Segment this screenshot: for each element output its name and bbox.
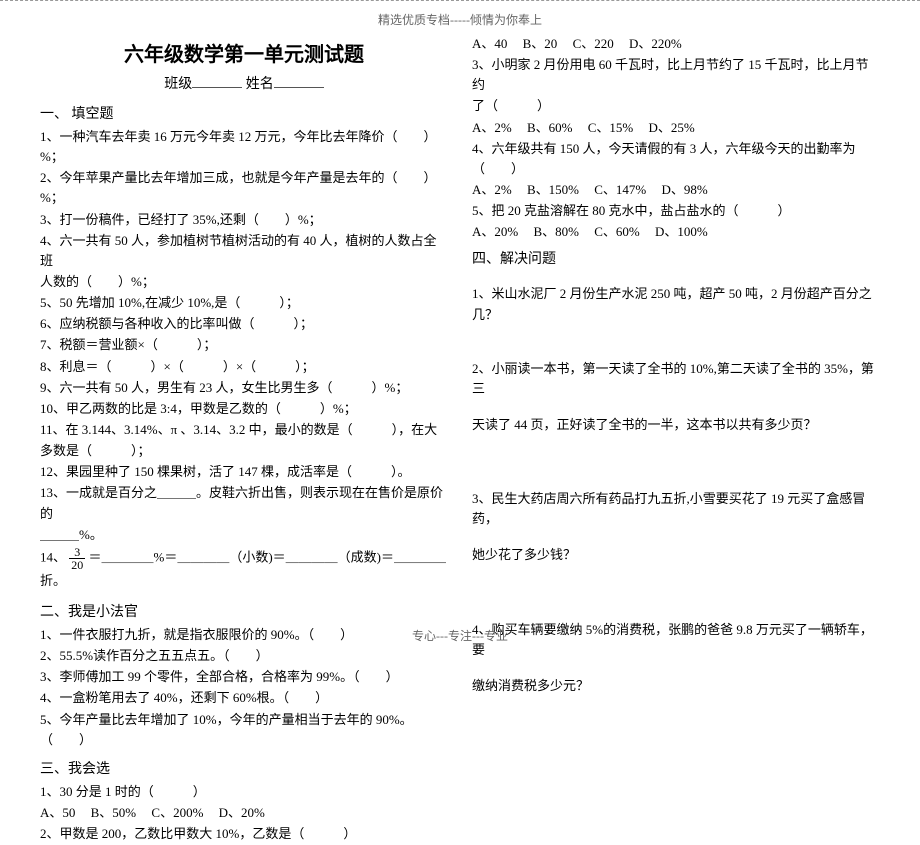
section-solve-heading: 四、解决问题 [472, 248, 880, 268]
fill-q10: 10、甲乙两数的比是 3:4，甲数是乙数的（ ）%； [40, 399, 448, 419]
choice-q3-B: B、60% [527, 120, 573, 135]
choice-q1-C: C、200% [151, 805, 203, 820]
page-root: 精选优质专档-----倾情为你奉上 六年级数学第一单元测试题 班级 姓名 一、 … [0, 0, 920, 650]
section-fill-heading: 一、 填空题 [40, 103, 448, 123]
choice-q2-D: D、220% [629, 36, 682, 51]
solve-q4b: 缴纳消费税多少元？ [472, 676, 880, 696]
choice-q4-C: C、147% [594, 182, 646, 197]
choice-q3-C: C、15% [588, 120, 634, 135]
judge-q5: 5、今年产量比去年增加了 10%，今年的产量相当于去年的 90%。（ ） [40, 710, 448, 750]
fill-q6: 6、应纳税额与各种收入的比率叫做（ ）； [40, 314, 448, 334]
left-column: 六年级数学第一单元测试题 班级 姓名 一、 填空题 1、一种汽车去年卖 16 万… [40, 34, 448, 845]
name-blank [274, 76, 324, 88]
choice-q5-D: D、100% [655, 224, 708, 239]
fraction-icon: 3 20 [69, 546, 85, 571]
choice-q2-C: C、220 [573, 36, 614, 51]
choice-q5: 5、把 20 克盐溶解在 80 克水中，盐占盐水的（ ） [472, 201, 880, 221]
content-columns: 六年级数学第一单元测试题 班级 姓名 一、 填空题 1、一种汽车去年卖 16 万… [40, 34, 880, 845]
doc-subtitle: 班级 姓名 [40, 73, 448, 93]
fill-q3: 3、打一份稿件，已经打了 35%,还剩（ ）%； [40, 210, 448, 230]
right-column: A、40 B、20 C、220 D、220% 3、小明家 2 月份用电 60 千… [472, 34, 880, 845]
fill-q11a: 11、在 3.144、3.14%、π 、3.14、3.2 中，最小的数是（ ），… [40, 420, 448, 440]
fill-q4b: 人数的（ ）%； [40, 272, 448, 292]
choice-q3-D: D、25% [649, 120, 695, 135]
fill-q9: 9、六一共有 50 人，男生有 23 人，女生比男生多（ ）%； [40, 378, 448, 398]
class-label: 班级 [164, 77, 192, 92]
name-label: 姓名 [246, 77, 274, 92]
choice-q2: 2、甲数是 200，乙数比甲数大 10%，乙数是（ ） [40, 824, 448, 844]
fill-q5: 5、50 先增加 10%,在减少 10%,是（ ）； [40, 293, 448, 313]
choice-q3a: 3、小明家 2 月份用电 60 千瓦时，比上月节约了 15 千瓦时，比上月节约 [472, 55, 880, 95]
choice-q3-opts: A、2% B、60% C、15% D、25% [472, 118, 880, 138]
fill-q2: 2、今年苹果产量比去年增加三成，也就是今年产量是去年的（ ）%； [40, 168, 448, 208]
section-choice-heading: 三、我会选 [40, 758, 448, 778]
choice-q1: 1、30 分是 1 时的（ ） [40, 782, 448, 802]
choice-q1-opts: A、50 B、50% C、200% D、20% [40, 803, 448, 823]
fill-q8: 8、利息＝（ ）×（ ）×（ ）； [40, 357, 448, 377]
class-blank [192, 76, 242, 88]
doc-title: 六年级数学第一单元测试题 [40, 38, 448, 67]
choice-q3-A: A、2% [472, 120, 512, 135]
choice-q4-B: B、150% [527, 182, 579, 197]
fill-q13a: 13、一成就是百分之＿＿＿。皮鞋六折出售，则表示现在在售价是原价的 [40, 483, 448, 523]
solve-q2b: 天读了 44 页，正好读了全书的一半，这本书以共有多少页？ [472, 415, 880, 435]
solve-q2a: 2、小丽读一本书，第一天读了全书的 10%,第二天读了全书的 35%，第三 [472, 359, 880, 399]
fill-q14: 14、 3 20 ＝＿＿＿＿%＝＿＿＿＿（小数)＝＿＿＿＿（成数)＝＿＿＿＿折。 [40, 546, 448, 591]
fill-q14-pre: 14、 [40, 549, 66, 564]
choice-q1-D: D、20% [219, 805, 265, 820]
page-footer: 专心---专注---专业 [0, 627, 920, 644]
choice-q5-B: B、80% [533, 224, 579, 239]
frac-den: 20 [69, 559, 85, 571]
choice-q4: 4、六年级共有 150 人，今天请假的有 3 人，六年级今天的出勤率为（ ） [472, 139, 880, 179]
solve-q3a: 3、民生大药店周六所有药品打九五折,小雪要买花了 19 元买了盒感冒药， [472, 489, 880, 529]
choice-q3b: 了（ ） [472, 96, 880, 116]
fill-q11b: 多数是（ ）； [40, 441, 448, 461]
choice-q4-D: D、98% [662, 182, 708, 197]
choice-q4-A: A、2% [472, 182, 512, 197]
choice-q1-B: B、50% [91, 805, 137, 820]
choice-q2-B: B、20 [523, 36, 558, 51]
fill-q1: 1、一种汽车去年卖 16 万元今年卖 12 万元，今年比去年降价（ ）%； [40, 127, 448, 167]
fill-q14-post: ＝＿＿＿＿%＝＿＿＿＿（小数)＝＿＿＿＿（成数)＝＿＿＿＿折。 [40, 549, 446, 588]
choice-q2-A: A、40 [472, 36, 507, 51]
fill-q12: 12、果园里种了 150 棵果树，活了 147 棵，成活率是（ ）。 [40, 462, 448, 482]
choice-q5-A: A、20% [472, 224, 518, 239]
section-judge-heading: 二、我是小法官 [40, 601, 448, 621]
choice-q5-opts: A、20% B、80% C、60% D、100% [472, 222, 880, 242]
choice-q1-A: A、50 [40, 805, 75, 820]
fill-q7: 7、税额＝营业额×（ ）； [40, 335, 448, 355]
page-header: 精选优质专档-----倾情为你奉上 [40, 11, 880, 28]
fill-q4a: 4、六一共有 50 人，参加植树节植树活动的有 40 人，植树的人数占全班 [40, 231, 448, 271]
frac-num: 3 [69, 546, 85, 559]
judge-q4: 4、一盒粉笔用去了 40%，还剩下 60%根。（ ） [40, 688, 448, 708]
solve-q3b: 她少花了多少钱？ [472, 545, 880, 565]
solve-q1: 1、米山水泥厂 2 月份生产水泥 250 吨，超产 50 吨，2 月份超产百分之… [472, 284, 880, 324]
choice-q5-C: C、60% [594, 224, 640, 239]
choice-q2-opts: A、40 B、20 C、220 D、220% [472, 34, 880, 54]
choice-q4-opts: A、2% B、150% C、147% D、98% [472, 180, 880, 200]
fill-q13b: ＿＿＿%。 [40, 525, 448, 545]
judge-q3: 3、李师傅加工 99 个零件，全部合格，合格率为 99%。（ ） [40, 667, 448, 687]
judge-q2: 2、55.5%读作百分之五五点五。（ ） [40, 646, 448, 666]
